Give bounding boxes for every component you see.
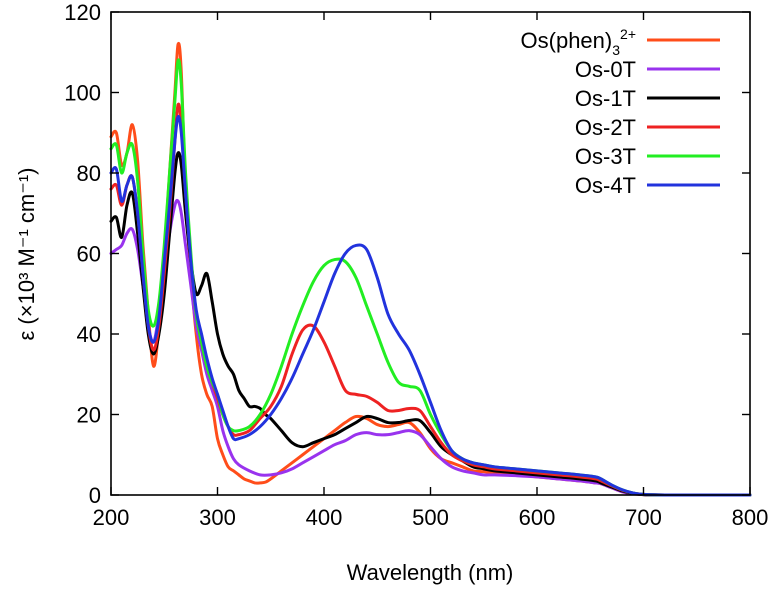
x-tick-label: 400 bbox=[306, 505, 343, 530]
x-tick-label: 600 bbox=[519, 505, 556, 530]
y-tick-label: 20 bbox=[77, 403, 101, 428]
legend-label-os-2t: Os-2T bbox=[575, 115, 636, 140]
series-line-os-1t bbox=[109, 151, 752, 497]
series-line-os-4t bbox=[109, 114, 752, 497]
y-tick-label: 0 bbox=[89, 483, 101, 508]
tick-layer: 200 300 400 500 600 700 800 0 20 40 60 80 100 120 bbox=[64, 0, 768, 530]
y-tick-label: 80 bbox=[77, 161, 101, 186]
x-tick-label: 800 bbox=[732, 505, 769, 530]
x-tick-label: 200 bbox=[93, 505, 130, 530]
y-tick-label: 60 bbox=[77, 242, 101, 267]
legend-label-os-0t: Os-0T bbox=[575, 57, 636, 82]
series-line-os-2t bbox=[109, 102, 752, 497]
x-tick-label: 500 bbox=[412, 505, 449, 530]
x-tick-label: 300 bbox=[199, 505, 236, 530]
legend-label-os-phen-: Os(phen)32+ bbox=[521, 26, 636, 58]
x-tick-label: 700 bbox=[625, 505, 662, 530]
y-tick-label: 40 bbox=[77, 322, 101, 347]
plot-frame bbox=[110, 11, 751, 496]
series-layer bbox=[109, 41, 752, 497]
y-tick-label: 120 bbox=[64, 0, 101, 25]
y-tick-label: 100 bbox=[64, 81, 101, 106]
legend: Os(phen)32+Os-0T Os-1T Os-2T Os-3T Os-4T bbox=[521, 26, 720, 198]
y-axis-label: ε (×10³ M⁻¹ cm⁻¹) bbox=[14, 168, 39, 341]
legend-label-os-3t: Os-3T bbox=[575, 144, 636, 169]
legend-label-os-4t: Os-4T bbox=[575, 173, 636, 198]
x-axis-label: Wavelength (nm) bbox=[347, 560, 514, 585]
legend-label-os-1t: Os-1T bbox=[575, 86, 636, 111]
